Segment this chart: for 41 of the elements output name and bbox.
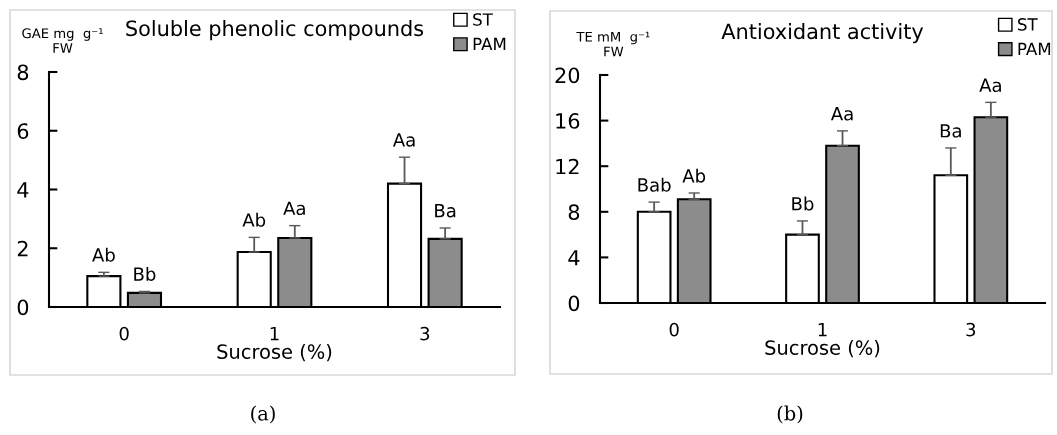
- x-axis-title: Sucrose (%): [765, 339, 880, 358]
- data-label: Aa: [392, 133, 415, 147]
- x-tick-label: 1: [270, 327, 279, 341]
- chart-title: Soluble phenolic compounds: [126, 20, 424, 41]
- chart-title: Antioxidant activity: [721, 23, 924, 44]
- x-tick-label: 3: [420, 326, 430, 341]
- legend-label: ST: [473, 13, 493, 26]
- y-tick-label: 2: [17, 240, 28, 257]
- legend-label: PAM: [1018, 42, 1051, 55]
- data-label: Ab: [92, 247, 115, 262]
- y-tick-label: 8: [568, 204, 580, 221]
- y-tick-label: 4: [17, 182, 29, 198]
- data-label: Aa: [283, 201, 305, 216]
- data-label: Ab: [682, 168, 706, 183]
- y-axis-title: GAE mg g⁻¹ FW: [22, 28, 103, 53]
- data-label: Bab: [638, 177, 671, 192]
- y-tick-label: 4: [568, 250, 580, 266]
- data-label: Ba: [435, 204, 456, 218]
- data-label: Ba: [940, 124, 961, 138]
- y-tick-label: 0: [17, 299, 29, 316]
- x-tick-label: 0: [119, 326, 129, 341]
- data-label: Aa: [979, 78, 1001, 93]
- legend-label: PAM: [473, 37, 506, 50]
- data-label: Bb: [134, 266, 156, 281]
- x-tick-label: 0: [669, 322, 679, 337]
- data-label: Aa: [830, 107, 853, 121]
- x-tick-label: 1: [818, 323, 827, 337]
- text: (a): [251, 405, 275, 424]
- x-tick-label: 3: [966, 322, 976, 337]
- y-tick-label: 0: [568, 295, 580, 312]
- y-tick-label: 6: [17, 123, 29, 139]
- y-tick-label: 12: [556, 158, 579, 175]
- y-tick-label: 20: [555, 67, 580, 84]
- data-label: Bb: [792, 196, 814, 211]
- data-label: Ab: [242, 212, 266, 227]
- y-axis-title: TE mM g⁻¹ FW: [576, 31, 650, 57]
- legend-label: ST: [1018, 18, 1038, 31]
- y-tick-label: 16: [556, 113, 580, 129]
- x-axis-title: Sucrose (%): [217, 343, 332, 362]
- y-tick-label: 8: [17, 64, 29, 81]
- text: (b): [777, 405, 803, 424]
